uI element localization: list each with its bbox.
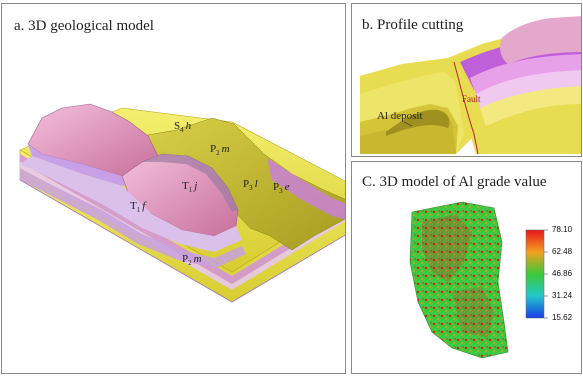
- colorbar-tick-min: 15.62: [552, 313, 573, 322]
- label-al-deposit: Al deposit: [377, 110, 423, 122]
- label-p2m-top: P2 m: [210, 143, 230, 157]
- colorbar-tick-3: 46.86: [552, 269, 573, 278]
- al-grade-graphic: [409, 201, 548, 359]
- colorbar-tick-max: 78.10: [552, 225, 573, 234]
- grade-surface: [409, 201, 509, 359]
- panel-a-title: a. 3D geological model: [14, 18, 154, 34]
- panel-b-title: b. Profile cutting: [362, 17, 464, 33]
- label-p2m-front: P2 m: [182, 253, 202, 267]
- colorbar-tick-2: 62.48: [552, 247, 573, 256]
- label-p3l: P3 l: [243, 178, 258, 192]
- label-t1j: T1 j: [182, 180, 197, 194]
- colorbar: [525, 229, 545, 319]
- panel-profile-cutting: b. Profile cutting Al deposit Fault: [351, 3, 582, 157]
- label-t1f: T1 f: [130, 200, 147, 214]
- panel-c-title: C. 3D model of Al grade value: [362, 174, 547, 190]
- geological-model-graphic: S4 h P2 m T1 j P3 l P3 e T1 f P2 m: [19, 103, 345, 303]
- colorbar-tick-4: 31.24: [552, 291, 573, 300]
- panel-3d-geological-model: a. 3D geological model: [1, 3, 346, 374]
- label-fault: Fault: [462, 94, 481, 104]
- label-p3e: P3 e: [273, 181, 290, 195]
- profile-cutting-graphic: Al deposit Fault: [360, 16, 581, 155]
- panel-al-grade-model: C. 3D model of Al grade value: [351, 161, 582, 374]
- al-deposit-body: [386, 109, 450, 136]
- label-s4h: S4 h: [174, 120, 192, 134]
- fault-line: [453, 61, 479, 155]
